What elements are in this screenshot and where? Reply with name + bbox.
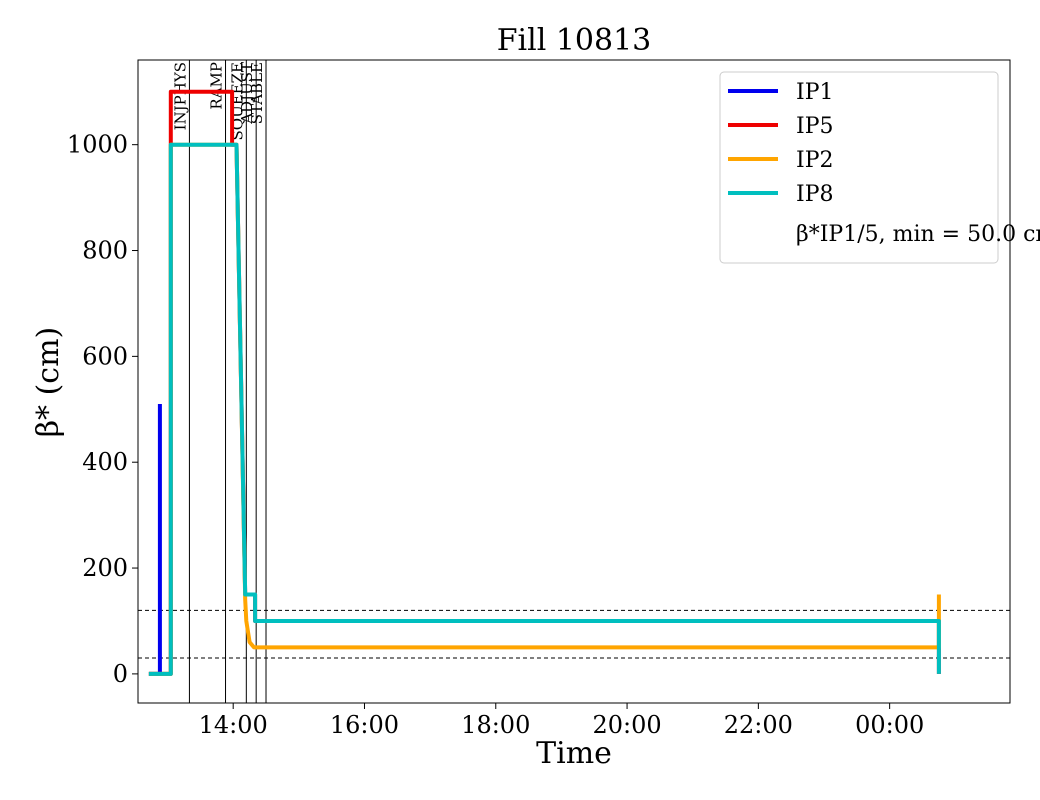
x-tick-label: 14:00 <box>199 711 268 739</box>
x-tick-label: 20:00 <box>592 711 661 739</box>
chart-title: Fill 10813 <box>497 23 652 58</box>
series-lines <box>148 89 941 676</box>
y-tick-label: 200 <box>82 554 128 582</box>
reference-lines <box>138 609 1010 659</box>
legend-note: β*IP1/5, min = 50.0 cm <box>796 222 1040 247</box>
legend-entries: IP1 IP5 IP2 IP8 <box>728 80 834 207</box>
legend-box <box>719 71 999 264</box>
y-axis: 0 200 400 600 800 1000 <box>67 131 138 688</box>
x-axis-label: Time <box>536 736 612 771</box>
event-label: ADJUST <box>238 62 256 125</box>
legend-label: IP5 <box>796 114 834 139</box>
event-label: INJPHYS <box>171 62 189 130</box>
y-axis-label: β* (cm) <box>31 327 66 438</box>
y-tick-label: 0 <box>113 660 128 688</box>
x-tick-label: 22:00 <box>724 711 793 739</box>
plot-frame <box>137 59 1011 704</box>
x-axis: 14:00 16:00 18:00 20:00 22:00 00:00 <box>199 703 924 739</box>
y-tick-label: 800 <box>82 237 128 265</box>
legend-label: IP8 <box>796 182 834 207</box>
event-label: STABLE <box>248 62 266 124</box>
legend-label: IP1 <box>796 80 834 105</box>
legend: IP1 IP5 IP2 IP8 β*IP1/5, min = 50.0 cm <box>719 71 1040 264</box>
legend-label: IP2 <box>796 148 834 173</box>
x-tick-label: 18:00 <box>461 711 530 739</box>
y-tick-label: 400 <box>82 448 128 476</box>
y-tick-label: 1000 <box>67 131 128 159</box>
x-tick-label: 00:00 <box>855 711 924 739</box>
event-label: RAMP <box>208 62 226 110</box>
x-tick-label: 16:00 <box>330 711 399 739</box>
series-line-ip8 <box>148 142 941 676</box>
y-tick-label: 600 <box>82 342 128 370</box>
